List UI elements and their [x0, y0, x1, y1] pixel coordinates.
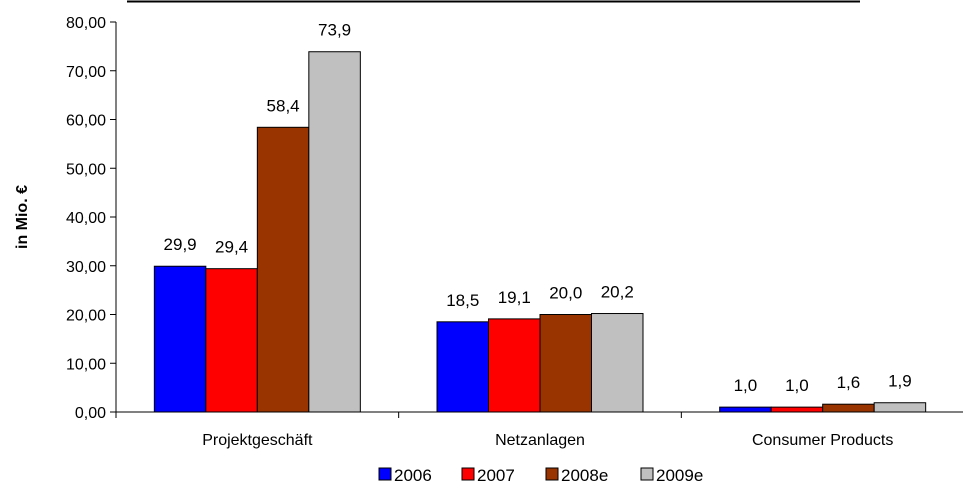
data-label: 29,9	[164, 235, 197, 254]
y-tick-label: 0,00	[75, 405, 106, 422]
bar-2009e-0	[308, 51, 361, 413]
bar-2007-2	[770, 406, 824, 413]
legend: 2006 2007 2008e 2009e	[378, 466, 703, 485]
bar-2006-2	[719, 406, 772, 413]
bar-2009e-2	[873, 402, 927, 413]
y-tick-label: 20,00	[66, 308, 106, 325]
legend-label: 2007	[477, 466, 515, 485]
data-label: 29,4	[215, 238, 248, 257]
data-label: 73,9	[318, 21, 351, 40]
bar-2009e-1	[591, 313, 644, 413]
legend-swatch-2007	[461, 467, 475, 481]
data-label: 1,0	[785, 376, 809, 395]
data-label: 1,9	[888, 372, 912, 391]
bar-2006-0	[153, 265, 207, 413]
y-tick-label: 80,00	[66, 15, 106, 32]
bar-2008e-1	[539, 314, 592, 413]
y-tick-label: 60,00	[66, 113, 106, 130]
legend-swatch-2008e	[545, 467, 559, 481]
bar-2007-1	[488, 318, 541, 413]
bar-2008e-2	[822, 403, 875, 413]
data-label: 20,2	[601, 283, 634, 302]
y-axis-label: in Mio. €	[14, 185, 31, 249]
bar-2008e-0	[256, 126, 310, 413]
category-label: Netzanlagen	[495, 432, 585, 449]
y-tick-label: 30,00	[66, 259, 106, 276]
data-label: 18,5	[446, 291, 479, 310]
legend-label: 2009e	[656, 466, 703, 485]
data-label-group: 29,9 29,4 58,4 73,9 18,5 19,1 20,0 20,2 1,0 1,0 1,…	[164, 21, 912, 395]
data-label: 1,6	[837, 373, 861, 392]
data-label: 1,0	[734, 376, 758, 395]
y-tick-label: 40,00	[66, 210, 106, 227]
bar-2007-0	[205, 268, 258, 413]
bar-group	[153, 51, 927, 413]
category-label: Consumer Products	[752, 432, 893, 449]
category-label: Projektgeschäft	[202, 432, 313, 449]
data-label: 19,1	[498, 288, 531, 307]
y-tick-label: 10,00	[66, 356, 106, 373]
axes-group: 0,00 10,00 20,00 30,00 40,00 50,00 60,00 70,00 8…	[66, 15, 963, 449]
legend-swatch-2009e	[640, 467, 654, 481]
data-label: 58,4	[267, 96, 300, 115]
legend-label: 2006	[394, 466, 432, 485]
legend-label: 2008e	[561, 466, 608, 485]
legend-swatch-2006	[378, 467, 392, 481]
y-tick-label: 70,00	[66, 64, 106, 81]
data-label: 20,0	[549, 284, 582, 303]
y-tick-label: 50,00	[66, 161, 106, 178]
bar-2006-1	[436, 321, 489, 413]
